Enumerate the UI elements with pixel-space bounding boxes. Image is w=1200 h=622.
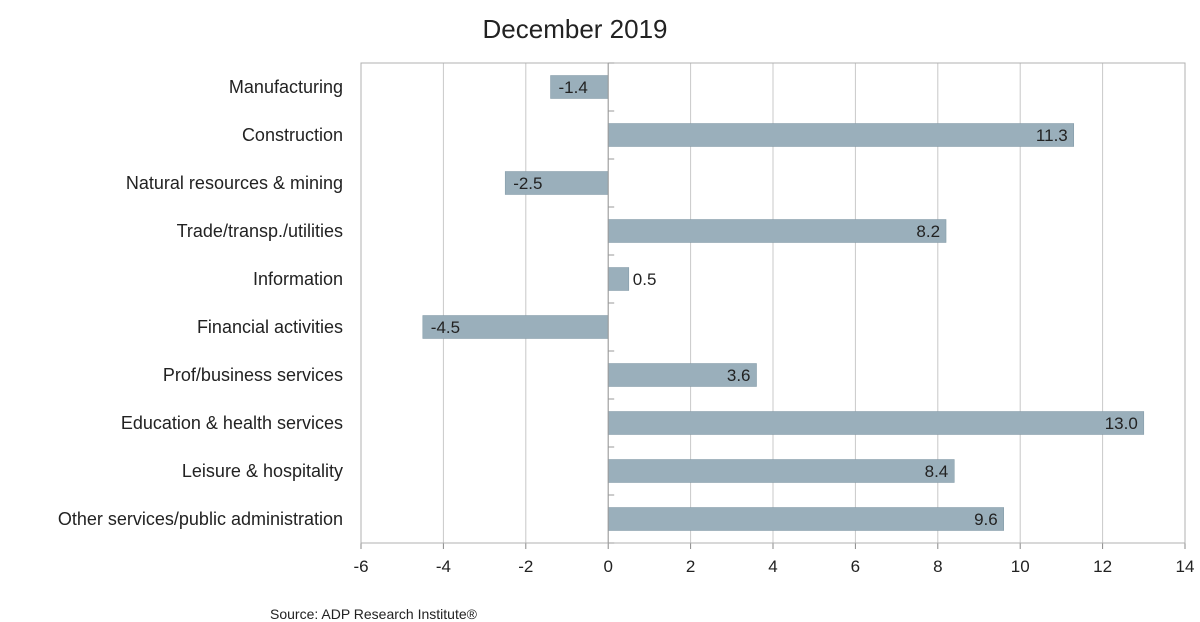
category-label: Education & health services: [121, 413, 343, 433]
data-label: 8.4: [925, 462, 949, 481]
plot-border: [360, 62, 1186, 544]
x-tick-label: -4: [436, 557, 451, 576]
x-tick-label: 4: [768, 557, 777, 576]
data-label: -4.5: [431, 318, 460, 337]
x-tick-label: 8: [933, 557, 942, 576]
x-tick-label: 2: [686, 557, 695, 576]
bar: [607, 219, 947, 243]
category-label: Leisure & hospitality: [182, 461, 343, 481]
bar: [607, 267, 630, 291]
x-tick-label: 12: [1093, 557, 1112, 576]
data-label: -1.4: [559, 78, 588, 97]
bar-chart: -6 -4 -2 0 2 4 6 8 10 12 14 Manufacturing -1.4 Constr…: [58, 62, 1195, 576]
source-note: Source: ADP Research Institute®: [270, 606, 477, 622]
data-label: 3.6: [727, 366, 751, 385]
data-label: 8.2: [916, 222, 940, 241]
category-label: Manufacturing: [229, 77, 343, 97]
bar: [607, 123, 1075, 147]
data-label: 0.5: [633, 270, 657, 289]
data-label: 9.6: [974, 510, 998, 529]
data-label: 13.0: [1105, 414, 1138, 433]
category-label: Information: [253, 269, 343, 289]
bars: [422, 75, 1145, 531]
data-label: -2.5: [513, 174, 542, 193]
bar: [607, 459, 955, 483]
x-tick-label: 10: [1011, 557, 1030, 576]
axes: [360, 62, 1186, 549]
x-tick-label: -2: [518, 557, 533, 576]
category-label: Other services/public administration: [58, 509, 343, 529]
x-tick-label: 0: [603, 557, 612, 576]
category-label: Construction: [242, 125, 343, 145]
bar: [607, 411, 1145, 435]
data-label: 11.3: [1036, 126, 1068, 145]
bar: [607, 507, 1004, 531]
category-label: Natural resources & mining: [126, 173, 343, 193]
category-label: Financial activities: [197, 317, 343, 337]
category-label: Prof/business services: [163, 365, 343, 385]
x-tick-label: 6: [851, 557, 860, 576]
category-label: Trade/transp./utilities: [177, 221, 343, 241]
x-tick-label: 14: [1176, 557, 1195, 576]
labels: -6 -4 -2 0 2 4 6 8 10 12 14 Manufacturing -1.4 Constr…: [58, 77, 1195, 576]
chart-title: December 2019: [482, 14, 668, 44]
x-tick-label: -6: [353, 557, 368, 576]
